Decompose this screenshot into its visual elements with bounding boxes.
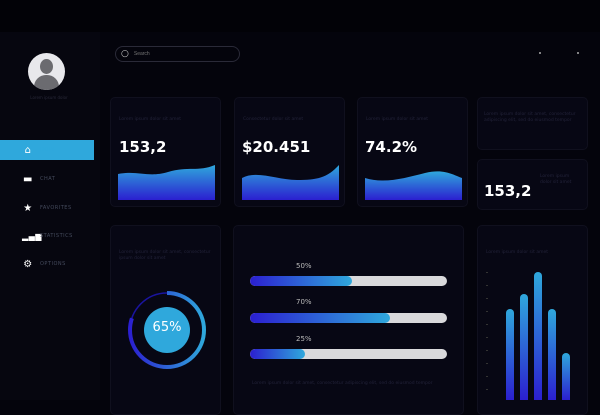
sidebar-item-chat[interactable]: ▬ CHAT <box>23 173 56 185</box>
user-info: Lorem ipsum dolor <box>30 95 68 100</box>
donut-value: 65% <box>152 320 182 335</box>
progress-label: 25% <box>296 335 312 343</box>
donut-arc <box>128 291 206 369</box>
progress-fill <box>250 349 306 359</box>
bar <box>534 272 542 400</box>
progress-bar <box>250 349 447 359</box>
sidebar-item-statistics[interactable]: ▂▄▆ STATISTICS <box>22 231 73 241</box>
bar <box>520 293 528 400</box>
stat-card-3: Lorem ipsum dolor sit amet 74.2% <box>357 97 468 207</box>
y-tick <box>486 298 488 299</box>
status-dot <box>577 52 579 54</box>
progress-bar <box>250 313 447 323</box>
bar-chart-card: Lorem ipsum dolor sit amet <box>477 225 588 415</box>
area-chart <box>365 171 462 200</box>
stat-card-2: Consectetur dolor sit amet $20.451 <box>234 97 345 207</box>
top-bar <box>0 0 600 32</box>
search-bar[interactable]: ○ <box>115 46 240 62</box>
search-icon: ○ <box>121 49 129 59</box>
progress-label: 70% <box>296 298 312 306</box>
y-tick <box>486 311 488 312</box>
stat-card-4: 153,2 Lorem ipsum dolor sit amet <box>477 159 588 210</box>
y-tick <box>486 285 488 286</box>
area-chart <box>242 165 339 200</box>
donut-center <box>144 307 190 353</box>
progress-fill <box>250 276 353 286</box>
bar <box>506 308 514 400</box>
sidebar <box>0 32 100 400</box>
status-dot <box>539 52 541 54</box>
bar <box>562 352 570 400</box>
sidebar-item-options[interactable]: ⚙ OPTIONS <box>23 258 66 270</box>
sidebar-item-home[interactable]: ⌂ HOME <box>0 140 94 160</box>
area-chart <box>118 165 215 200</box>
progress-fill <box>250 313 390 323</box>
bar <box>548 308 556 400</box>
bar-chart-icon: ▂▄▆ <box>22 231 42 241</box>
y-tick <box>486 324 488 325</box>
avatar[interactable] <box>28 53 65 90</box>
y-tick <box>486 337 488 338</box>
chat-icon: ▬ <box>23 173 33 185</box>
donut-chart <box>128 291 206 369</box>
y-tick <box>486 363 488 364</box>
search-input[interactable] <box>133 51 224 57</box>
stat-card-1: Lorem ipsum dolor sit amet 153,2 <box>110 97 221 207</box>
progress-bar <box>250 276 447 286</box>
y-tick <box>486 272 488 273</box>
home-icon: ⌂ <box>24 144 32 156</box>
y-tick <box>486 389 488 390</box>
text-card: Lorem ipsum dolor sit amet, consectetur … <box>477 97 588 150</box>
y-tick <box>486 350 488 351</box>
star-icon: ★ <box>23 202 33 214</box>
y-tick <box>486 376 488 377</box>
progress-label: 50% <box>296 262 312 270</box>
sidebar-item-favorites[interactable]: ★ FAVORITES <box>23 202 72 214</box>
gear-icon: ⚙ <box>23 258 33 270</box>
